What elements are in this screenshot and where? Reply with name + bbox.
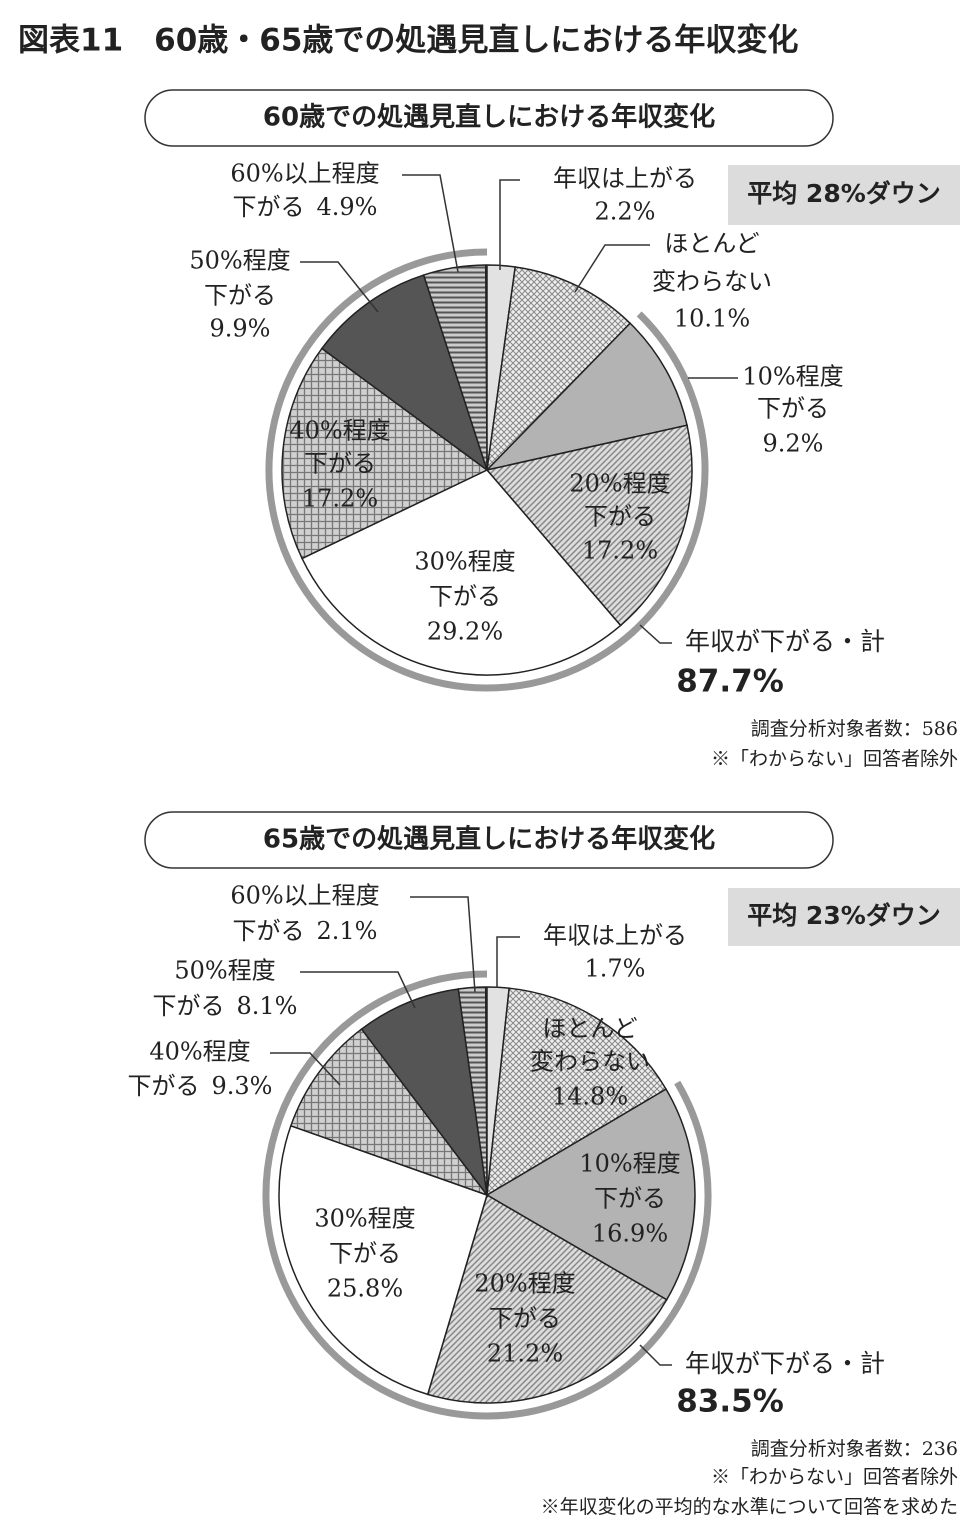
average-label: 平均 23%ダウン [747,901,941,930]
leader-line [639,624,672,644]
slice-label: 下がる 9.3% [128,1072,273,1100]
slice-value: 8.1% [237,992,298,1020]
pie-slice [485,1088,696,1301]
leader-line [402,174,459,273]
slice-category: 30%程度 [414,548,515,576]
title-box [144,811,834,869]
slice-label: 下がる 2.1% [233,917,378,945]
slice-category: 下がる [304,450,376,478]
total-ring [265,248,709,692]
slice-value: 2.1% [317,917,378,945]
footnote: ※「わからない」回答者除外 [711,748,958,770]
slice-category: 下がる [757,395,829,423]
slice-category: 下がる [153,992,225,1020]
slice-value: 29.2% [427,618,503,646]
pie-slice [486,987,668,1197]
slice-category: ほとんど [542,1015,637,1043]
leader-line [574,244,650,293]
average-label: 平均 28%ダウン [747,179,941,208]
slice-category: 年収は上がる [543,922,687,950]
slice-value: 17.2% [582,537,658,565]
slice-label: 下がる 8.1% [153,992,298,1020]
pie-slice [320,274,489,472]
slice-value: 25.8% [327,1275,403,1303]
slice-category: 下がる [584,503,656,531]
average-box [728,888,960,946]
slice-category: 変わらない [652,268,772,296]
pie-slice [278,1124,488,1396]
title-box [144,89,834,147]
pie-slice [426,1193,668,1404]
pie-slice [281,347,489,560]
pie-slice [422,264,488,471]
slice-value: 9.9% [210,315,271,343]
slice-value: 2.2% [595,198,656,226]
leader-line [639,1344,672,1366]
total-label: 年収が下がる・計 [685,627,885,656]
slice-category: 20%程度 [474,1270,575,1298]
total-value: 87.7% [676,664,784,700]
slice-category: 変わらない [530,1048,650,1076]
total-value: 83.5% [676,1384,784,1420]
pie-slice [484,322,688,472]
slice-category: 下がる [594,1185,666,1213]
slice-category: 20%程度 [569,470,670,498]
leader-line [300,971,416,1009]
leader-line [496,936,520,988]
slice-value: 9.2% [763,430,824,458]
slice-value: 14.8% [552,1083,628,1111]
slice-category: 10%程度 [579,1150,680,1178]
leader-line [499,179,520,270]
footnote: ※「わからない」回答者除外 [711,1466,958,1488]
slice-category: 下がる [429,583,501,611]
footnote: 調査分析対象者数：586 [751,718,958,740]
slice-category: 下がる [233,917,305,945]
leader-line [300,261,379,313]
footnote: ※年収変化の平均的な水準について回答を求めた [541,1496,958,1518]
average-box [728,165,960,225]
slice-label: 下がる 4.9% [233,193,378,221]
slice-value: 4.9% [317,193,378,221]
slice-category: 下がる [489,1305,561,1333]
total-ring [262,970,712,1420]
pie-slice [360,988,489,1198]
slice-category: 50%程度 [174,957,275,985]
total-label: 年収が下がる・計 [685,1349,885,1378]
leader-line [270,1052,341,1086]
chart-title: 65歳での処遇見直しにおける年収変化 [263,824,715,855]
slice-category: 下がる [204,282,276,310]
slice-category: 40%程度 [149,1038,250,1066]
slice-category: 年収は上がる [553,165,697,193]
slice-value: 1.7% [585,955,646,983]
slice-category: 下がる [329,1240,401,1268]
slice-category: ほとんど [664,230,759,258]
slice-category: 30%程度 [314,1205,415,1233]
slice-value: 16.9% [592,1220,668,1248]
slice-category: 下がる [128,1072,200,1100]
slice-category: 60%以上程度 [230,160,379,188]
slice-category: 40%程度 [289,417,390,445]
footnote: 調査分析対象者数：236 [751,1438,958,1460]
pie-slice [485,266,632,473]
chart-title: 60歳での処遇見直しにおける年収変化 [263,102,715,133]
slice-category: 60%以上程度 [230,882,379,910]
slice-category: 10%程度 [742,363,843,391]
slice-value: 21.2% [487,1340,563,1368]
slice-value: 10.1% [674,305,750,333]
pie-slice [457,986,488,1196]
pie-slice [289,1028,490,1197]
slice-category: 下がる [233,193,305,221]
pie-slice [301,469,622,676]
leader-line [410,896,476,993]
slice-value: 9.3% [212,1072,273,1100]
slice-category: 50%程度 [189,247,290,275]
page-title: 図表11 60歳・65歳での処遇見直しにおける年収変化 [18,23,798,59]
pie-slice [485,424,693,627]
slice-value: 17.2% [302,485,378,513]
